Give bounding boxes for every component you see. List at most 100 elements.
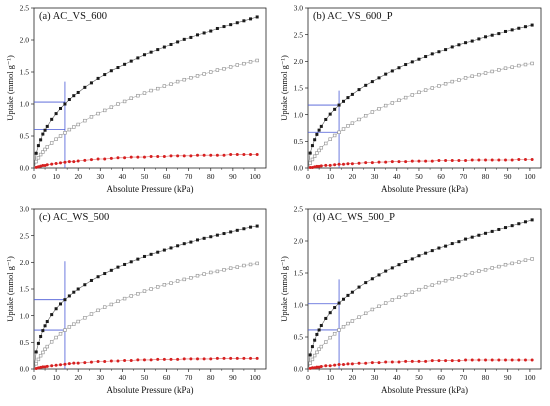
series-1-point bbox=[142, 91, 147, 95]
series-1-point bbox=[483, 71, 488, 75]
series-2-point bbox=[337, 363, 341, 367]
series-1-point bbox=[136, 93, 140, 98]
series-0-point bbox=[67, 294, 71, 298]
series-0-point bbox=[319, 323, 323, 327]
series-0-point bbox=[384, 269, 388, 273]
series-0-point bbox=[377, 273, 381, 277]
y-tick-label: 0.0 bbox=[20, 164, 30, 173]
series-0-point bbox=[156, 48, 160, 52]
series-1-point bbox=[169, 82, 173, 86]
series-1-point bbox=[470, 74, 474, 78]
series-1-point bbox=[67, 127, 72, 132]
series-1-point bbox=[222, 268, 226, 272]
series-1-point bbox=[122, 296, 127, 301]
x-tick-label: 60 bbox=[163, 172, 171, 181]
series-1-point bbox=[517, 260, 521, 264]
series-1-point bbox=[363, 311, 368, 316]
series-1-point bbox=[312, 353, 317, 358]
series-1-point bbox=[49, 141, 54, 145]
series-0-point bbox=[136, 56, 140, 60]
series-2-point bbox=[470, 158, 474, 162]
series-1-point bbox=[142, 289, 147, 293]
series-1-point bbox=[437, 280, 441, 285]
series-1-point bbox=[397, 295, 401, 300]
series-2-point bbox=[377, 361, 381, 365]
x-tick-label: 50 bbox=[141, 373, 149, 382]
series-0-point bbox=[337, 103, 341, 107]
x-tick-label: 10 bbox=[326, 373, 334, 382]
series-0-point bbox=[162, 248, 166, 252]
series-0-point bbox=[457, 43, 461, 47]
series-1-point bbox=[34, 361, 38, 366]
y-tick-label: 2.0 bbox=[294, 57, 304, 66]
series-0-point bbox=[490, 229, 494, 233]
series-1-point bbox=[54, 137, 58, 141]
series-0-point bbox=[342, 99, 346, 103]
series-2-point bbox=[370, 161, 374, 165]
series-0-point bbox=[50, 313, 54, 317]
y-tick-label: 1.5 bbox=[20, 68, 30, 77]
series-1-point bbox=[195, 74, 200, 78]
series-1-point bbox=[357, 117, 361, 122]
x-tick-label: 70 bbox=[185, 172, 193, 181]
series-2-point bbox=[169, 357, 173, 361]
series-1-point bbox=[383, 301, 388, 305]
x-tick-label: 100 bbox=[524, 172, 536, 181]
series-2-point bbox=[457, 159, 461, 163]
y-tick-label: 2.5 bbox=[20, 4, 30, 13]
x-tick-label: 60 bbox=[437, 172, 445, 181]
series-2-point bbox=[346, 162, 350, 166]
series-1-fit-line bbox=[307, 63, 533, 169]
series-0-point bbox=[410, 60, 414, 64]
series-1-point bbox=[255, 261, 259, 266]
series-2-point bbox=[109, 359, 113, 363]
series-1-point bbox=[370, 110, 375, 114]
series-2-point bbox=[424, 359, 428, 363]
series-2-point bbox=[308, 165, 312, 169]
series-0-fit-line bbox=[307, 219, 533, 370]
y-axis-label: Uptake (mmol g⁻¹) bbox=[279, 256, 289, 322]
series-0-point bbox=[136, 257, 140, 261]
series-1-point bbox=[346, 124, 350, 128]
series-2-point bbox=[142, 358, 146, 362]
series-0-point bbox=[333, 306, 337, 310]
series-2-point bbox=[477, 358, 481, 362]
series-0-point bbox=[249, 225, 253, 229]
series-2-point bbox=[350, 362, 354, 366]
series-2-point bbox=[490, 158, 494, 162]
series-2-point bbox=[169, 154, 173, 158]
series-0-point bbox=[41, 329, 45, 333]
series-0-point bbox=[34, 151, 38, 155]
series-0-point bbox=[209, 29, 213, 33]
series-2-point bbox=[249, 356, 253, 360]
series-2-point bbox=[484, 358, 488, 362]
x-tick-label: 0 bbox=[32, 373, 36, 382]
series-2-point bbox=[116, 156, 120, 160]
series-1-point bbox=[103, 108, 107, 113]
series-0-point bbox=[176, 244, 180, 248]
x-tick-label: 30 bbox=[97, 373, 105, 382]
series-0-point bbox=[497, 227, 501, 231]
series-0-point bbox=[523, 25, 527, 29]
series-0-point bbox=[328, 311, 332, 315]
series-0-point bbox=[357, 88, 361, 92]
series-2-point bbox=[202, 153, 206, 157]
y-tick-label: 2.5 bbox=[20, 231, 30, 240]
series-0-point bbox=[477, 233, 481, 237]
series-2-point bbox=[503, 158, 507, 162]
series-1-point bbox=[58, 134, 63, 138]
series-2-point bbox=[324, 163, 328, 167]
series-1-point bbox=[149, 88, 153, 93]
series-0-fit-line bbox=[33, 225, 258, 370]
series-2-point bbox=[430, 159, 434, 163]
y-tick-label: 1.0 bbox=[20, 100, 30, 109]
series-0-point bbox=[430, 52, 434, 56]
series-0-point bbox=[342, 297, 346, 301]
series-1-point bbox=[63, 328, 67, 332]
series-0-point bbox=[76, 90, 80, 94]
series-0-point bbox=[430, 249, 434, 253]
series-1-point bbox=[83, 316, 87, 320]
series-2-point bbox=[530, 157, 534, 161]
series-1-point bbox=[377, 107, 381, 111]
